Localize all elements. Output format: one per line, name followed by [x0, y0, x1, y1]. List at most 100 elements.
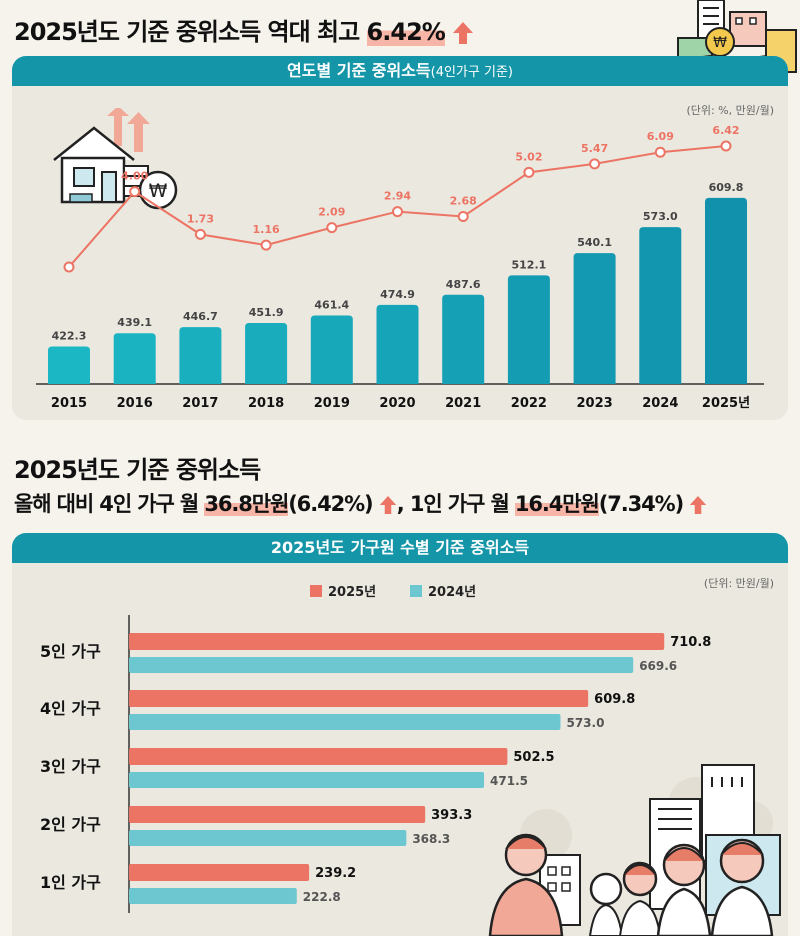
rate-label: 2.94: [384, 190, 411, 203]
rate-label: 2.68: [450, 194, 477, 207]
income-bar: [442, 294, 485, 384]
income-bar: [48, 346, 90, 384]
household-category-label: 3인 가구: [40, 757, 101, 776]
bar-2024: [129, 888, 297, 904]
summary-1person-rate: (7.34%): [598, 492, 684, 516]
yearly-income-chart: 422.3 2015 439.1 2016 446.7 2017 451.9 2018 461.…: [36, 124, 764, 411]
household-income-chart: 2025년 2024년 5인 가구 710.8 669.6 4인 가구 609.8 573.0…: [40, 585, 711, 913]
summary-part-d: , 1인 가구 월: [396, 492, 515, 516]
income-bar-label: 474.9: [380, 288, 415, 301]
rate-point: [392, 206, 403, 218]
bar-2025: [129, 864, 310, 881]
year-tick-label: 2024: [642, 396, 678, 411]
income-bar: [179, 327, 222, 384]
income-bar-label: 573.0: [643, 210, 678, 223]
income-bar: [310, 315, 353, 384]
up-arrow-icon: [453, 22, 474, 44]
rate-label: 1.16: [253, 223, 280, 236]
rate-point: [654, 146, 666, 158]
household-category-label: 2인 가구: [40, 815, 101, 834]
year-tick-label: 2017: [182, 396, 218, 411]
bar-2025: [129, 806, 426, 823]
bar-2024: [129, 657, 634, 673]
rate-label: 6.42: [712, 124, 739, 137]
section2-title: 2025년도 기준 중위소득: [14, 456, 261, 484]
year-tick-label: 2019: [314, 396, 350, 411]
bar-2024-label: 368.3: [412, 832, 450, 846]
income-bar-label: 540.1: [577, 236, 612, 249]
rate-label: 6.09: [647, 130, 674, 143]
income-bar-label: 461.4: [314, 299, 349, 312]
rate-point: [260, 239, 272, 251]
summary-1person-amount: 16.4만원: [514, 492, 600, 516]
rate-point: [523, 166, 535, 178]
summary-4person-amount: 36.8만원: [204, 492, 289, 516]
rate-label: 5.02: [515, 150, 542, 163]
household-category-label: 5인 가구: [40, 642, 101, 661]
section2-summary: 올해 대비 4인 가구 월 36.8만원(6.42%) , 1인 가구 월 16…: [14, 488, 707, 518]
legend-2024-swatch: [410, 585, 422, 597]
legend-2025-label: 2025년: [328, 585, 376, 600]
up-arrow-icon: [379, 496, 396, 514]
bar-2025: [129, 633, 665, 650]
bar-2025: [129, 690, 589, 707]
rate-point: [129, 186, 141, 198]
income-bar-label: 446.7: [183, 310, 218, 323]
main-title: 2025년도 기준 중위소득 역대 최고 6.42%: [14, 12, 474, 47]
yearly-unit-label: (단위: %, 만원/월): [686, 104, 774, 117]
summary-part-a: 올해 대비 4인 가구 월: [14, 492, 205, 516]
year-tick-label: 2023: [577, 396, 613, 411]
household-category-label: 4인 가구: [40, 699, 101, 718]
summary-4person-rate: (6.42%): [288, 492, 373, 516]
income-bar: [507, 275, 550, 384]
year-tick-label: 2022: [511, 396, 547, 411]
income-bar: [573, 253, 616, 384]
legend-2024-label: 2024년: [428, 585, 476, 600]
income-bar-label: 439.1: [117, 316, 152, 329]
rate-label: 1.73: [187, 212, 214, 225]
household-income-header: 2025년도 가구원 수별 기준 중위소득: [12, 533, 788, 563]
yearly-income-header: 연도별 기준 중위소득(4인가구 기준): [12, 56, 788, 86]
main-title-highlight: 6.42%: [366, 18, 446, 46]
bar-2025: [129, 748, 508, 765]
bar-2024-label: 222.8: [303, 890, 341, 904]
bar-2024: [129, 772, 485, 788]
yearly-income-panel: 연도별 기준 중위소득(4인가구 기준) (단위: %, 만원/월) ₩ 422…: [12, 56, 788, 420]
rate-point: [63, 261, 75, 273]
rate-point: [326, 222, 338, 234]
income-bar-label: 487.6: [446, 278, 481, 291]
income-bar-label: 451.9: [249, 306, 284, 319]
year-tick-label: 2025년: [702, 396, 750, 411]
income-bar: [705, 197, 747, 384]
year-tick-label: 2015: [51, 396, 87, 411]
income-bar-label: 609.8: [709, 181, 744, 194]
year-tick-label: 2016: [117, 396, 153, 411]
yearly-income-title: 연도별 기준 중위소득: [287, 61, 431, 80]
family-illustration: [488, 764, 781, 936]
year-tick-label: 2021: [445, 396, 481, 411]
household-unit-label: (단위: 만원/월): [703, 577, 774, 590]
rate-point: [589, 158, 601, 170]
bar-2024: [129, 714, 561, 730]
rate-point: [457, 210, 469, 222]
rate-point: [720, 140, 732, 152]
legend-2025-swatch: [310, 585, 322, 597]
yearly-income-subtitle: (4인가구 기준): [430, 65, 513, 80]
income-bar: [113, 333, 156, 384]
rate-label: 2.09: [318, 206, 345, 219]
svg-text:₩: ₩: [713, 35, 727, 51]
bar-2024-label: 471.5: [490, 774, 528, 788]
bar-2025-label: 502.5: [513, 750, 554, 765]
year-tick-label: 2018: [248, 396, 284, 411]
svg-text:₩: ₩: [149, 180, 168, 202]
up-arrow-icon: [690, 496, 707, 514]
bar-2024: [129, 830, 407, 846]
house-icon: ₩: [53, 108, 178, 210]
income-bar-label: 422.3: [52, 330, 87, 343]
bar-2025-label: 393.3: [431, 808, 472, 823]
income-bar-label: 512.1: [512, 258, 547, 271]
year-tick-label: 2020: [379, 396, 415, 411]
bar-2024-label: 669.6: [639, 659, 677, 673]
main-title-text: 2025년도 기준 중위소득 역대 최고: [14, 18, 367, 46]
rate-point: [194, 228, 206, 240]
